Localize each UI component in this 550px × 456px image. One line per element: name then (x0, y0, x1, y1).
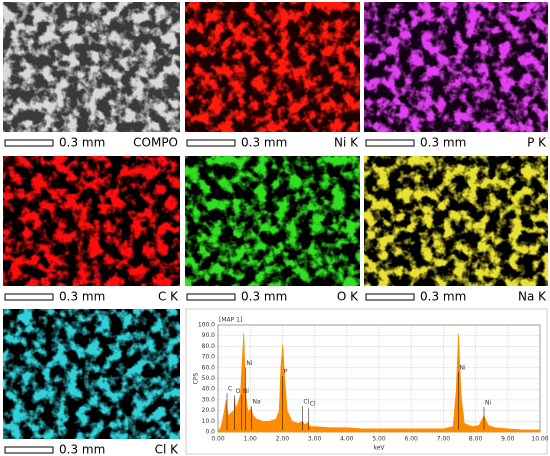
y-tick-label: 70.0 (202, 354, 216, 361)
scale-bar (186, 293, 236, 301)
y-tick-label: 30.0 (202, 396, 216, 403)
chart-title: [MAP 1] (219, 317, 242, 324)
element-label: Ni K (334, 136, 359, 150)
spectrum (217, 332, 541, 433)
y-tick-label: 40.0 (202, 386, 216, 393)
scale-bar (365, 293, 415, 301)
scale-label: 0.3 mm (420, 136, 466, 150)
element-map (364, 2, 548, 132)
x-axis-label: keV (373, 445, 385, 452)
x-tick-label: 7.00 (437, 436, 451, 443)
scale-bar (186, 139, 236, 147)
peak-label: Ni (243, 388, 249, 395)
scale-label: 0.3 mm (59, 443, 105, 456)
peak-label: Ni (485, 400, 491, 407)
y-tick-label: 20.0 (202, 407, 216, 414)
scale-label: 0.3 mm (420, 290, 466, 304)
peak-label: Cl (310, 401, 316, 408)
element-label: C K (158, 290, 179, 304)
peak-label: Na (252, 399, 260, 406)
peak-label: Ni (246, 360, 252, 367)
x-tick-label: 3.00 (308, 436, 322, 443)
scale-label: 0.3 mm (241, 136, 287, 150)
peak-label: P (284, 369, 288, 376)
element-label: Na K (518, 290, 547, 304)
scale-bar (4, 139, 54, 147)
x-tick-label: 5.00 (372, 436, 386, 443)
y-tick-label: 60.0 (202, 364, 216, 371)
element-map (3, 309, 180, 439)
x-tick-label: 2.00 (276, 436, 290, 443)
x-tick-label: 0.00 (211, 436, 225, 443)
peak-label: Cl (303, 399, 309, 406)
y-tick-label: 0.0 (205, 429, 215, 436)
y-tick-label: 80.0 (202, 343, 216, 350)
y-axis-label: CPS (193, 373, 200, 385)
peak-label: Ni (460, 364, 466, 371)
peak-label: C (228, 386, 232, 393)
y-tick-label: 90.0 (202, 332, 216, 339)
element-label: Cl K (155, 443, 180, 456)
scale-bar (4, 293, 54, 301)
y-tick-label: 50.0 (202, 375, 216, 382)
scale-bar (4, 446, 54, 454)
element-label: P K (527, 136, 547, 150)
scale-label: 0.3 mm (241, 290, 287, 304)
scale-bar (365, 139, 415, 147)
x-tick-label: 8.00 (469, 436, 483, 443)
scale-label: 0.3 mm (59, 136, 105, 150)
x-tick-label: 10.00 (531, 436, 548, 443)
scale-label: 0.3 mm (59, 290, 105, 304)
x-tick-label: 1.00 (244, 436, 258, 443)
element-map (364, 156, 548, 286)
element-map (3, 156, 180, 286)
element-map (185, 156, 360, 286)
element-map (3, 2, 180, 132)
x-tick-label: 4.00 (340, 436, 354, 443)
element-label: O K (337, 290, 359, 304)
peak-label: O (236, 388, 241, 395)
x-tick-label: 6.00 (405, 436, 419, 443)
x-tick-label: 9.00 (501, 436, 515, 443)
y-tick-label: 100.0 (198, 322, 215, 329)
element-label: COMPO (133, 136, 178, 150)
element-map (185, 2, 360, 132)
y-tick-label: 10.0 (202, 418, 216, 425)
